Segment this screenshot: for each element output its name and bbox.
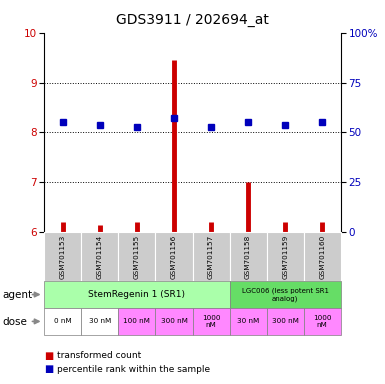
- Bar: [44, 308, 81, 335]
- Bar: [304, 232, 341, 281]
- Text: 1000
nM: 1000 nM: [313, 315, 331, 328]
- Text: GSM701160: GSM701160: [319, 235, 325, 279]
- Bar: [192, 308, 229, 335]
- Text: GSM701158: GSM701158: [245, 235, 251, 279]
- Bar: [156, 308, 192, 335]
- Text: GSM701154: GSM701154: [97, 235, 103, 279]
- Bar: [119, 232, 156, 281]
- Text: ■: ■: [44, 351, 54, 361]
- Text: dose: dose: [2, 317, 27, 327]
- Bar: [229, 281, 341, 308]
- Text: GDS3911 / 202694_at: GDS3911 / 202694_at: [116, 13, 269, 27]
- Text: 30 nM: 30 nM: [89, 318, 111, 324]
- Text: 0 nM: 0 nM: [54, 318, 72, 324]
- Bar: [44, 232, 81, 281]
- Text: StemRegenin 1 (SR1): StemRegenin 1 (SR1): [89, 290, 186, 299]
- Text: agent: agent: [2, 290, 32, 300]
- Bar: [266, 308, 304, 335]
- Text: LGC006 (less potent SR1
analog): LGC006 (less potent SR1 analog): [242, 288, 329, 301]
- Bar: [156, 232, 192, 281]
- Bar: [192, 232, 229, 281]
- Bar: [304, 308, 341, 335]
- Bar: [44, 281, 229, 308]
- Text: 100 nM: 100 nM: [124, 318, 151, 324]
- Text: ■: ■: [44, 364, 54, 374]
- Text: GSM701157: GSM701157: [208, 235, 214, 279]
- Text: 30 nM: 30 nM: [237, 318, 259, 324]
- Text: 300 nM: 300 nM: [272, 318, 299, 324]
- Bar: [266, 232, 304, 281]
- Text: 1000
nM: 1000 nM: [202, 315, 220, 328]
- Text: transformed count: transformed count: [57, 351, 141, 361]
- Bar: [229, 308, 267, 335]
- Text: GSM701153: GSM701153: [60, 235, 66, 279]
- Text: GSM701155: GSM701155: [134, 235, 140, 279]
- Bar: [81, 232, 119, 281]
- Text: 300 nM: 300 nM: [161, 318, 187, 324]
- Text: GSM701156: GSM701156: [171, 235, 177, 279]
- Bar: [229, 232, 267, 281]
- Bar: [81, 308, 119, 335]
- Text: percentile rank within the sample: percentile rank within the sample: [57, 365, 210, 374]
- Bar: [119, 308, 156, 335]
- Text: GSM701159: GSM701159: [282, 235, 288, 279]
